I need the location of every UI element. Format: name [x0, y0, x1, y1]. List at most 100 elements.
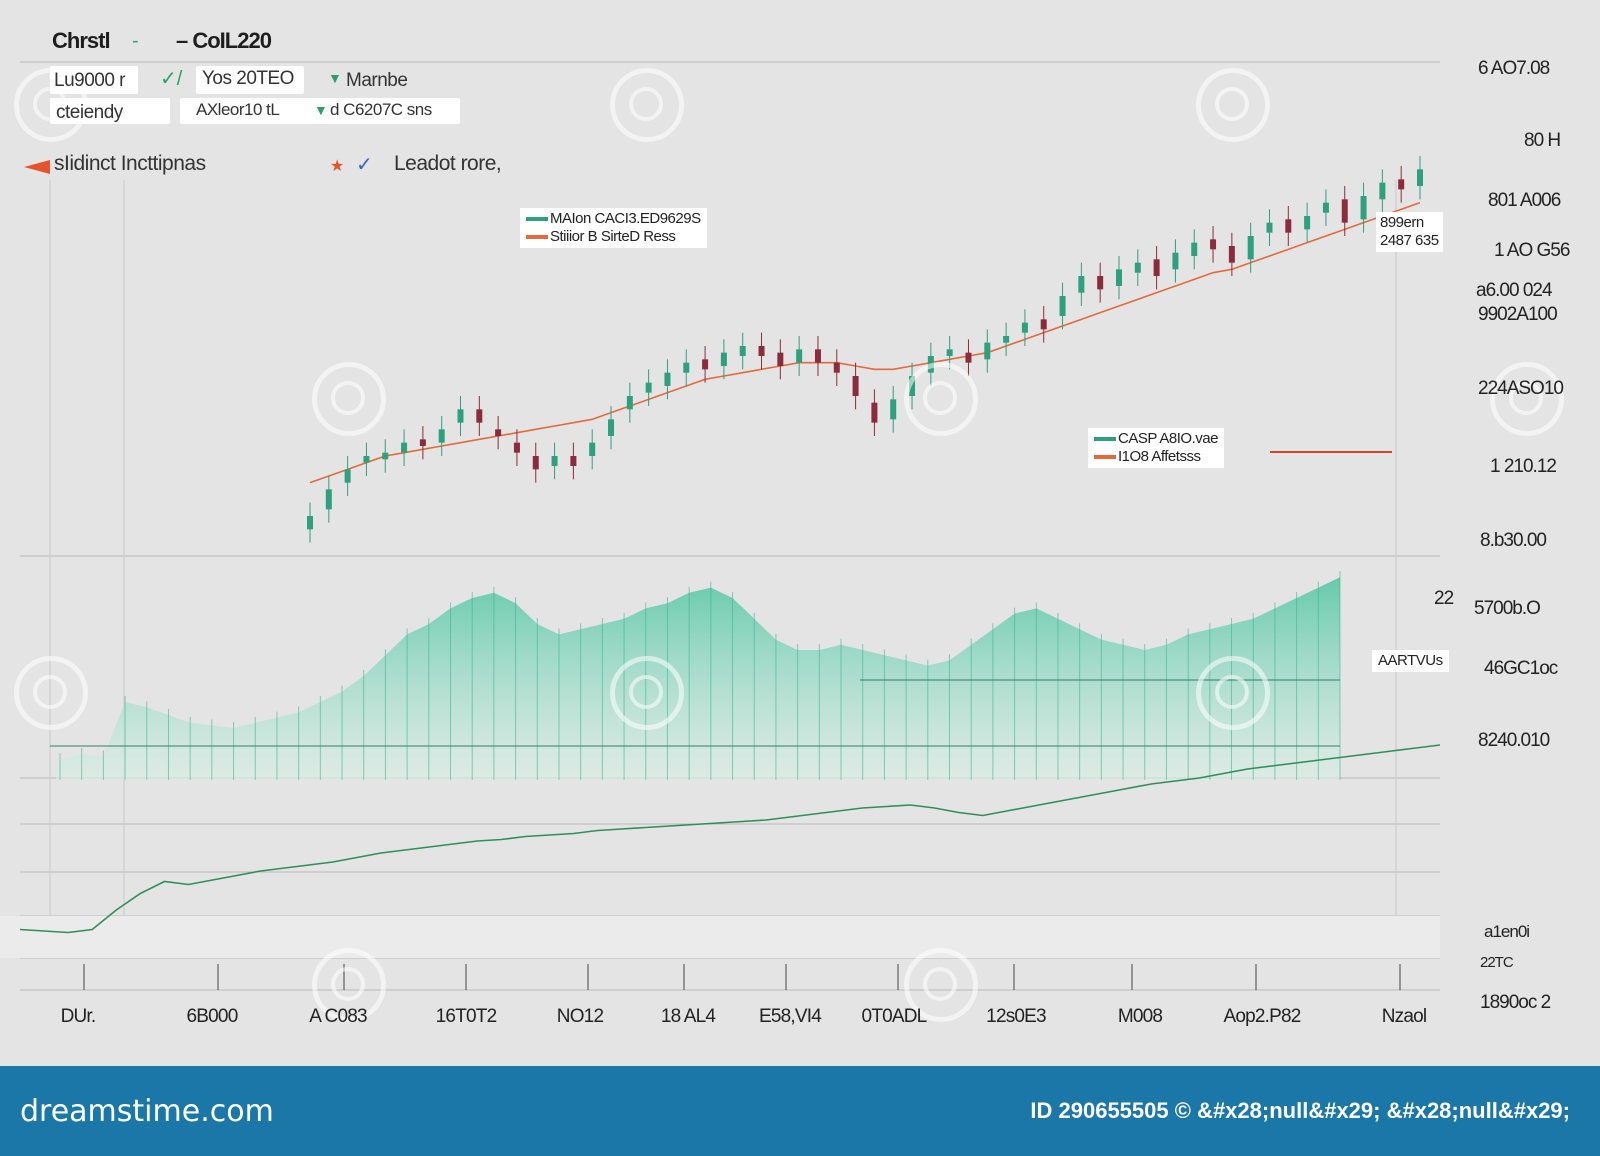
- x-axis-label: E58,VI4: [758, 1006, 822, 1027]
- watermark-logo: [14, 656, 88, 730]
- header-row2-right: d C6207C sns: [330, 100, 432, 119]
- candle-body: [1097, 276, 1104, 290]
- y-axis-label: 80 H: [1524, 130, 1561, 151]
- candle-body: [984, 342, 991, 360]
- candle-body: [457, 409, 464, 423]
- annotation-1-line1: MAIon CACI3.ED9629S: [550, 210, 701, 227]
- candle-body: [1322, 202, 1329, 213]
- check-icon: ✓: [356, 154, 373, 176]
- candle-body: [664, 372, 671, 386]
- x-axis-label: 0T0ADL: [861, 1006, 928, 1027]
- chart-area: Chrstl - – CoIL220 Lu9000 r ✓/ Yos 20TEO…: [0, 28, 1571, 1027]
- candle-body: [1191, 242, 1198, 256]
- candle-body: [532, 456, 539, 470]
- x-axis-label: Aop2.P82: [1223, 1006, 1301, 1027]
- candle-body: [1115, 269, 1122, 286]
- watermark-logo: [904, 362, 978, 436]
- candle-body: [645, 382, 652, 393]
- title-dash: -: [132, 30, 139, 52]
- candle-body: [1398, 179, 1405, 190]
- x-axis-label: 6B000: [186, 1006, 239, 1027]
- candle-body: [965, 352, 972, 363]
- watermark-logo: [610, 656, 684, 730]
- watermark-logo: [1196, 656, 1270, 730]
- brand-logo[interactable]: dreamstime.com: [20, 1094, 274, 1129]
- candle-body: [438, 429, 445, 443]
- lower-indicator-line: [19, 744, 1441, 934]
- candle-body: [382, 452, 389, 460]
- annotation-2-line1: CASP A8IO.vae: [1118, 430, 1218, 447]
- lower-band: [0, 916, 1440, 958]
- header-row2-mid: AXleor10 tL: [196, 100, 280, 119]
- check-icon: ✓/: [160, 68, 183, 90]
- watermark-logo: [610, 68, 684, 142]
- candle-body: [1247, 236, 1254, 260]
- candle-body: [1304, 216, 1311, 230]
- candle-body: [1021, 322, 1028, 333]
- candle-body: [1040, 319, 1047, 330]
- chart-svg: [0, 61, 1441, 991]
- candle-body: [551, 456, 558, 466]
- y-axis-label: 5700b.O: [1474, 598, 1541, 619]
- y-axis-label: 1 210.12: [1490, 456, 1557, 477]
- y-axis-label: 801 A006: [1488, 190, 1561, 211]
- header-row-bg: [180, 98, 460, 124]
- candle-body: [401, 442, 408, 453]
- watermark-logo: [1490, 362, 1564, 436]
- candle-body: [890, 399, 897, 420]
- watermark-logo: [1196, 68, 1270, 142]
- candle-body: [683, 362, 690, 373]
- candle-body: [1134, 262, 1141, 273]
- candle-body: [1078, 276, 1085, 293]
- chart-subtitle: – CoIL220: [176, 28, 272, 53]
- candle-body: [702, 359, 709, 370]
- check-icon: ▼: [328, 70, 342, 86]
- candle-body: [513, 442, 520, 453]
- legend-right: Leadot rore,: [394, 152, 502, 175]
- x-axis-label: Nzaol: [1381, 1006, 1427, 1027]
- candle-body: [476, 409, 483, 423]
- image-id: ID 290655505 © &#x28;null&#x29; &#x28;nu…: [1030, 1098, 1570, 1123]
- legend-left: sIidinct Incttipnas: [54, 152, 206, 175]
- x-axis-label: DUr.: [60, 1006, 97, 1027]
- candle-body: [325, 489, 332, 510]
- candle-body: [1172, 252, 1179, 270]
- y-axis-label: 22: [1434, 588, 1454, 609]
- x-axis-label: M008: [1117, 1006, 1163, 1027]
- y-axis-label: a1en0i: [1484, 922, 1530, 941]
- annotation-box-4: AARTVUs: [1372, 650, 1449, 672]
- candle-body: [720, 352, 727, 366]
- x-axis-label: 12s0E3: [986, 1006, 1046, 1027]
- y-axis-label: 8240.010: [1478, 730, 1550, 751]
- y-axis-label: 6 AO7.08: [1478, 58, 1550, 79]
- candle-body: [871, 402, 878, 423]
- check-icon: ▼: [314, 102, 328, 118]
- header-row1-mid: Yos 20TEO: [202, 68, 294, 89]
- candle-body: [1153, 259, 1160, 276]
- y-axis-label: a6.00 024: [1476, 280, 1553, 301]
- annotation-2-line2: I1O8 Affetsss: [1118, 448, 1201, 465]
- header-row-bg: [196, 66, 304, 94]
- y-axis-label: 9902A100: [1478, 304, 1558, 325]
- candle-body: [1360, 196, 1367, 220]
- moving-average-line: [309, 201, 1421, 484]
- y-axis-label: 22TC: [1480, 954, 1514, 971]
- candle-body: [852, 376, 859, 396]
- header-row1-right: Marnbe: [346, 70, 408, 91]
- candle-body: [946, 349, 953, 356]
- chart-title: Chrstl: [52, 28, 111, 53]
- candle-body: [1228, 246, 1235, 263]
- candle-body: [1341, 199, 1348, 223]
- candle-body: [1266, 222, 1273, 233]
- candle-body: [363, 456, 370, 463]
- header-row-bg: [50, 98, 170, 124]
- annotation-box-1: MAIon CACI3.ED9629S Stiiior B SirteD Res…: [520, 208, 707, 248]
- candle-body: [777, 352, 784, 366]
- x-axis-label: A C083: [309, 1006, 367, 1027]
- annotation-3-line1: 899ern: [1380, 214, 1424, 231]
- candle-body: [344, 469, 351, 483]
- header-row-bg: [50, 66, 138, 94]
- watermark-logo: [312, 948, 386, 1022]
- candle-body: [419, 439, 426, 446]
- candle-body: [608, 419, 615, 436]
